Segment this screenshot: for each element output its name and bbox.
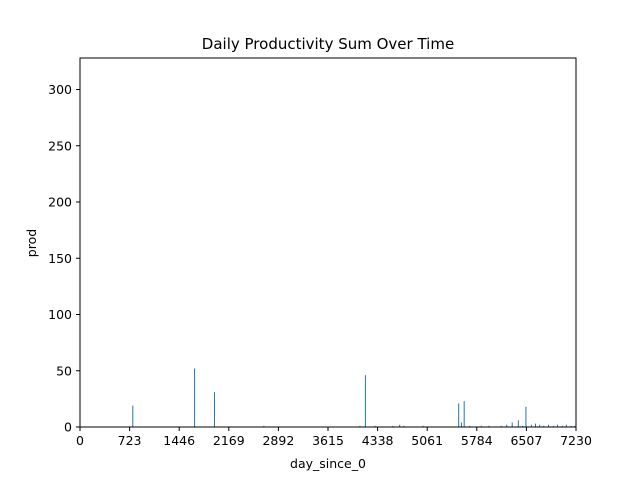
bar xyxy=(539,424,541,427)
bar xyxy=(392,425,394,428)
y-tick-label: 250 xyxy=(48,138,72,153)
bar xyxy=(552,425,554,428)
bar xyxy=(535,423,537,428)
bar xyxy=(543,425,545,428)
plot-frame xyxy=(79,57,577,428)
y-tick-label: 100 xyxy=(48,307,72,322)
bar xyxy=(460,422,462,427)
y-axis: 0 50 100 150 200 250 300 xyxy=(48,82,80,435)
x-tick-label: 5061 xyxy=(411,433,443,448)
bar xyxy=(521,425,523,428)
y-tick-label: 300 xyxy=(48,82,72,97)
y-tick-label: 150 xyxy=(48,251,72,266)
bar xyxy=(511,422,513,427)
y-axis-label: prod xyxy=(24,229,39,257)
x-tick-label: 1446 xyxy=(163,433,195,448)
bar xyxy=(194,368,196,427)
bar xyxy=(488,425,490,428)
bar xyxy=(374,425,376,428)
x-tick-label: 723 xyxy=(118,433,142,448)
bars-layer xyxy=(132,368,576,428)
x-tick-label: 7230 xyxy=(560,433,592,448)
bar xyxy=(525,406,527,427)
bar xyxy=(263,425,265,428)
bar xyxy=(359,425,361,428)
x-tick-label: 6507 xyxy=(510,433,542,448)
bar xyxy=(570,425,572,428)
bar xyxy=(530,424,532,427)
bar xyxy=(213,392,215,428)
x-tick-label: 2892 xyxy=(262,433,294,448)
bar xyxy=(565,424,567,427)
bar xyxy=(556,424,558,427)
x-axis: 0 723 1446 2169 2892 3615 4338 5061 5784 6507 7230 xyxy=(76,427,592,448)
bar xyxy=(574,425,576,428)
x-tick-label: 5784 xyxy=(461,433,493,448)
x-tick-label: 2169 xyxy=(213,433,245,448)
bar xyxy=(458,403,460,428)
bar xyxy=(469,425,471,428)
bar xyxy=(506,424,508,427)
bar xyxy=(364,375,366,427)
y-tick-label: 200 xyxy=(48,195,72,210)
x-tick-label: 3615 xyxy=(312,433,344,448)
chart-title: Daily Productivity Sum Over Time xyxy=(202,35,454,53)
bar xyxy=(463,401,465,428)
y-tick-label: 50 xyxy=(56,363,72,378)
bar xyxy=(517,420,519,427)
bar xyxy=(422,425,424,428)
x-tick-label: 4338 xyxy=(362,433,394,448)
x-tick-label: 0 xyxy=(76,433,84,448)
bar xyxy=(480,425,482,428)
y-tick-label: 0 xyxy=(64,420,72,435)
bar xyxy=(399,424,401,427)
bar xyxy=(132,405,134,428)
bar xyxy=(403,425,405,428)
bar xyxy=(500,425,502,428)
bar xyxy=(561,425,563,428)
bar xyxy=(548,424,550,427)
x-axis-label: day_since_0 xyxy=(290,456,366,471)
